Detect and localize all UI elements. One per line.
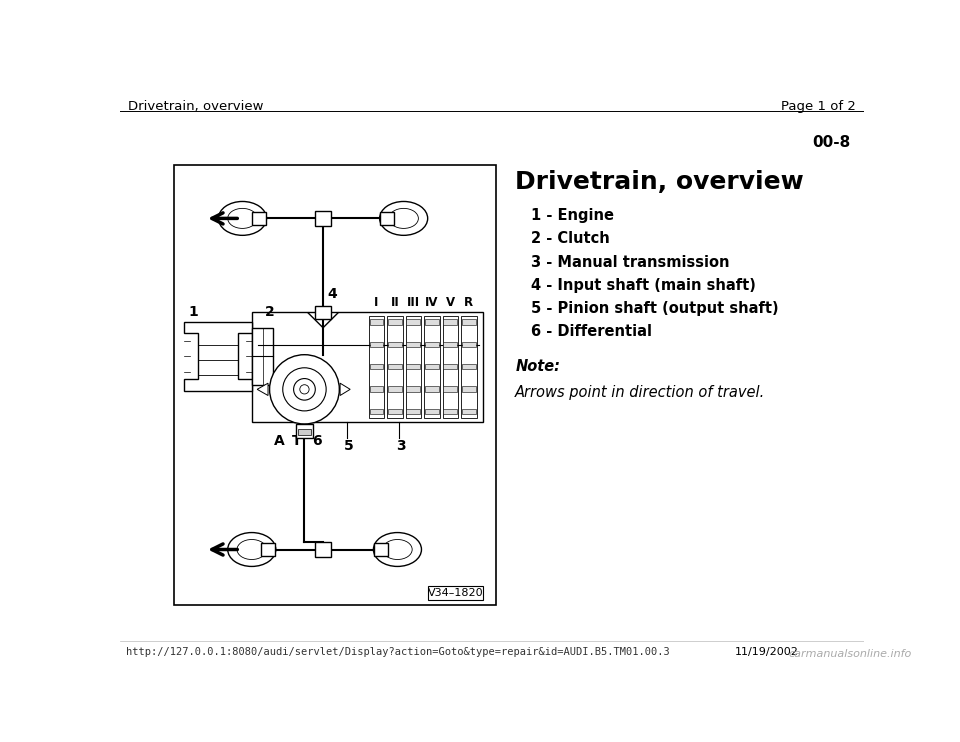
Bar — [370, 387, 383, 392]
Bar — [388, 364, 402, 370]
Circle shape — [300, 384, 309, 394]
Circle shape — [270, 355, 339, 424]
Bar — [444, 387, 457, 392]
Bar — [462, 409, 476, 414]
Bar — [444, 341, 457, 347]
Ellipse shape — [219, 202, 267, 235]
Text: Drivetrain, overview: Drivetrain, overview — [128, 100, 263, 113]
Text: V: V — [445, 296, 455, 309]
Polygon shape — [257, 383, 268, 395]
Bar — [462, 387, 476, 392]
Bar — [425, 319, 439, 325]
Text: Drivetrain, overview: Drivetrain, overview — [516, 170, 804, 194]
Bar — [370, 319, 383, 325]
Text: 6 - Differential: 6 - Differential — [531, 324, 652, 339]
Bar — [370, 409, 383, 414]
Text: 3: 3 — [396, 439, 405, 453]
Bar — [315, 211, 331, 226]
Text: R: R — [465, 296, 473, 309]
Text: T: T — [292, 434, 301, 448]
Bar — [406, 341, 420, 347]
Text: http://127.0.0.1:8080/audi/servlet/Display?action=Goto&type=repair&id=AUDI.B5.TM: http://127.0.0.1:8080/audi/servlet/Displ… — [126, 646, 670, 657]
Ellipse shape — [389, 209, 419, 229]
Text: 5: 5 — [344, 439, 353, 453]
Bar — [406, 319, 420, 325]
Text: 11/19/2002: 11/19/2002 — [734, 646, 799, 657]
Bar — [370, 341, 383, 347]
Ellipse shape — [373, 533, 421, 566]
Bar — [444, 319, 457, 325]
Bar — [369, 316, 384, 418]
Bar — [406, 409, 420, 414]
Ellipse shape — [379, 202, 427, 235]
Bar — [252, 328, 274, 384]
Bar — [388, 409, 402, 414]
Bar — [299, 429, 311, 435]
Text: 1 - Engine: 1 - Engine — [531, 209, 613, 223]
Text: IV: IV — [425, 296, 439, 309]
Bar — [388, 341, 402, 347]
Text: III: III — [407, 296, 420, 309]
Bar — [387, 316, 402, 418]
Bar — [406, 364, 420, 370]
Bar — [462, 364, 476, 370]
Text: 3 - Manual transmission: 3 - Manual transmission — [531, 255, 730, 269]
Bar — [444, 409, 457, 414]
Text: Page 1 of 2: Page 1 of 2 — [781, 100, 856, 113]
Text: Arrows point in direction of travel.: Arrows point in direction of travel. — [516, 386, 765, 401]
Text: A: A — [274, 434, 284, 448]
Polygon shape — [183, 321, 252, 391]
Bar — [406, 316, 421, 418]
Bar — [443, 316, 458, 418]
Bar — [462, 341, 476, 347]
Polygon shape — [340, 383, 350, 395]
Bar — [380, 212, 395, 225]
Bar — [370, 364, 383, 370]
Bar — [388, 387, 402, 392]
Text: V34–1820: V34–1820 — [428, 588, 484, 598]
Bar — [315, 542, 331, 557]
Bar — [374, 543, 388, 556]
Bar — [461, 316, 476, 418]
Bar — [261, 543, 275, 556]
Text: 4 - Input shaft (main shaft): 4 - Input shaft (main shaft) — [531, 278, 756, 292]
Text: carmanualsonline.info: carmanualsonline.info — [788, 649, 911, 659]
Text: 6: 6 — [312, 434, 322, 448]
Text: 1: 1 — [188, 304, 198, 318]
Bar — [425, 364, 439, 370]
Bar — [444, 364, 457, 370]
Text: I: I — [374, 296, 378, 309]
Bar — [175, 165, 496, 605]
Bar — [252, 212, 266, 225]
Bar — [252, 312, 483, 421]
Bar — [315, 306, 331, 318]
Ellipse shape — [237, 539, 267, 559]
Bar — [462, 319, 476, 325]
Text: 2: 2 — [265, 304, 275, 318]
Ellipse shape — [383, 539, 412, 559]
Bar — [406, 387, 420, 392]
Text: 00-8: 00-8 — [812, 135, 851, 150]
Bar — [296, 424, 313, 438]
Bar — [425, 409, 439, 414]
Bar — [424, 316, 440, 418]
Text: 5 - Pinion shaft (output shaft): 5 - Pinion shaft (output shaft) — [531, 301, 779, 316]
Text: II: II — [391, 296, 399, 309]
Ellipse shape — [228, 209, 257, 229]
Bar — [428, 586, 483, 600]
Ellipse shape — [228, 533, 276, 566]
Text: 4: 4 — [327, 287, 337, 301]
Bar — [388, 319, 402, 325]
Bar — [425, 387, 439, 392]
Text: 2 - Clutch: 2 - Clutch — [531, 232, 610, 246]
Bar — [425, 341, 439, 347]
Text: Note:: Note: — [516, 358, 561, 373]
Circle shape — [283, 368, 326, 411]
Circle shape — [294, 378, 315, 400]
